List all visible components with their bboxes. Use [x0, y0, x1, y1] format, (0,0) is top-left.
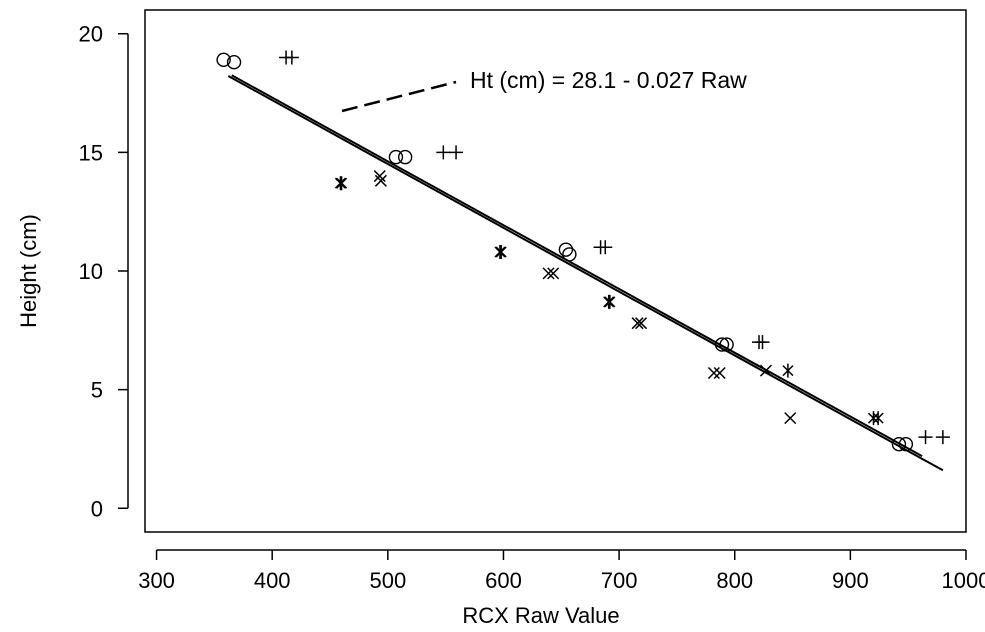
y-axis-title: Height (cm) [16, 214, 41, 328]
y-tick-label: 20 [79, 22, 103, 47]
plot-area-frame [144, 9, 967, 533]
plus-point [755, 335, 770, 350]
y-tick-label: 0 [91, 496, 103, 521]
x-point [547, 267, 560, 280]
circle-point [397, 149, 413, 165]
x-tick-label: 1000 [942, 568, 985, 593]
circle-point [898, 437, 914, 452]
asterisk-point [782, 363, 794, 378]
x-tick-label: 600 [485, 568, 522, 593]
y-tick-label: 5 [91, 378, 103, 403]
regression-line [231, 74, 923, 457]
data-points [216, 50, 950, 452]
x-tick-label: 800 [716, 568, 753, 593]
x-axis-title: RCX Raw Value [462, 603, 619, 628]
annotation-leader-line [341, 80, 457, 113]
asterisk-point [334, 176, 346, 191]
x-axis: 300 400 500 600 700 800 900 1000 [138, 549, 985, 593]
y-tick-label: 15 [79, 140, 103, 165]
circle-point [562, 247, 577, 262]
x-point [635, 317, 648, 330]
x-point [374, 174, 387, 187]
x-tick-label: 300 [138, 568, 175, 593]
x-tick-label: 700 [601, 568, 638, 593]
asterisk-point [495, 245, 507, 260]
asterisk-point [872, 411, 884, 426]
x-point [759, 364, 772, 377]
plus-point [449, 145, 464, 160]
x-point [631, 317, 644, 330]
x-tick-label: 900 [832, 568, 869, 593]
circle-point [558, 242, 574, 257]
circle-point [388, 149, 404, 165]
circle-point [719, 337, 734, 352]
asterisk-point [336, 176, 348, 191]
x-point [707, 366, 720, 380]
x-tick-label: 500 [369, 568, 406, 593]
y-axis: 0 5 10 15 20 [79, 22, 129, 521]
x-point [784, 412, 797, 425]
x-point [542, 267, 555, 280]
asterisk-point [494, 245, 506, 260]
x-tick-label: 400 [254, 568, 291, 593]
plus-point [284, 50, 299, 65]
circle-point [216, 52, 231, 68]
annotation-group: Ht (cm) = 28.1 - 0.027 Raw [341, 67, 747, 113]
asterisk-point [604, 294, 616, 309]
plus-point [918, 430, 933, 445]
asterisk-point [603, 294, 615, 309]
plus-point [436, 145, 451, 160]
x-point [713, 366, 726, 380]
circle-point [226, 55, 242, 70]
plus-point [935, 430, 950, 445]
regression-line [227, 75, 944, 472]
y-tick-label: 10 [79, 259, 103, 284]
circle-point [714, 337, 730, 352]
plus-point [598, 240, 613, 255]
x-point [373, 170, 386, 183]
regression-equation-label: Ht (cm) = 28.1 - 0.027 Raw [470, 67, 747, 93]
circle-point [891, 437, 907, 452]
regression-lines [227, 74, 944, 472]
